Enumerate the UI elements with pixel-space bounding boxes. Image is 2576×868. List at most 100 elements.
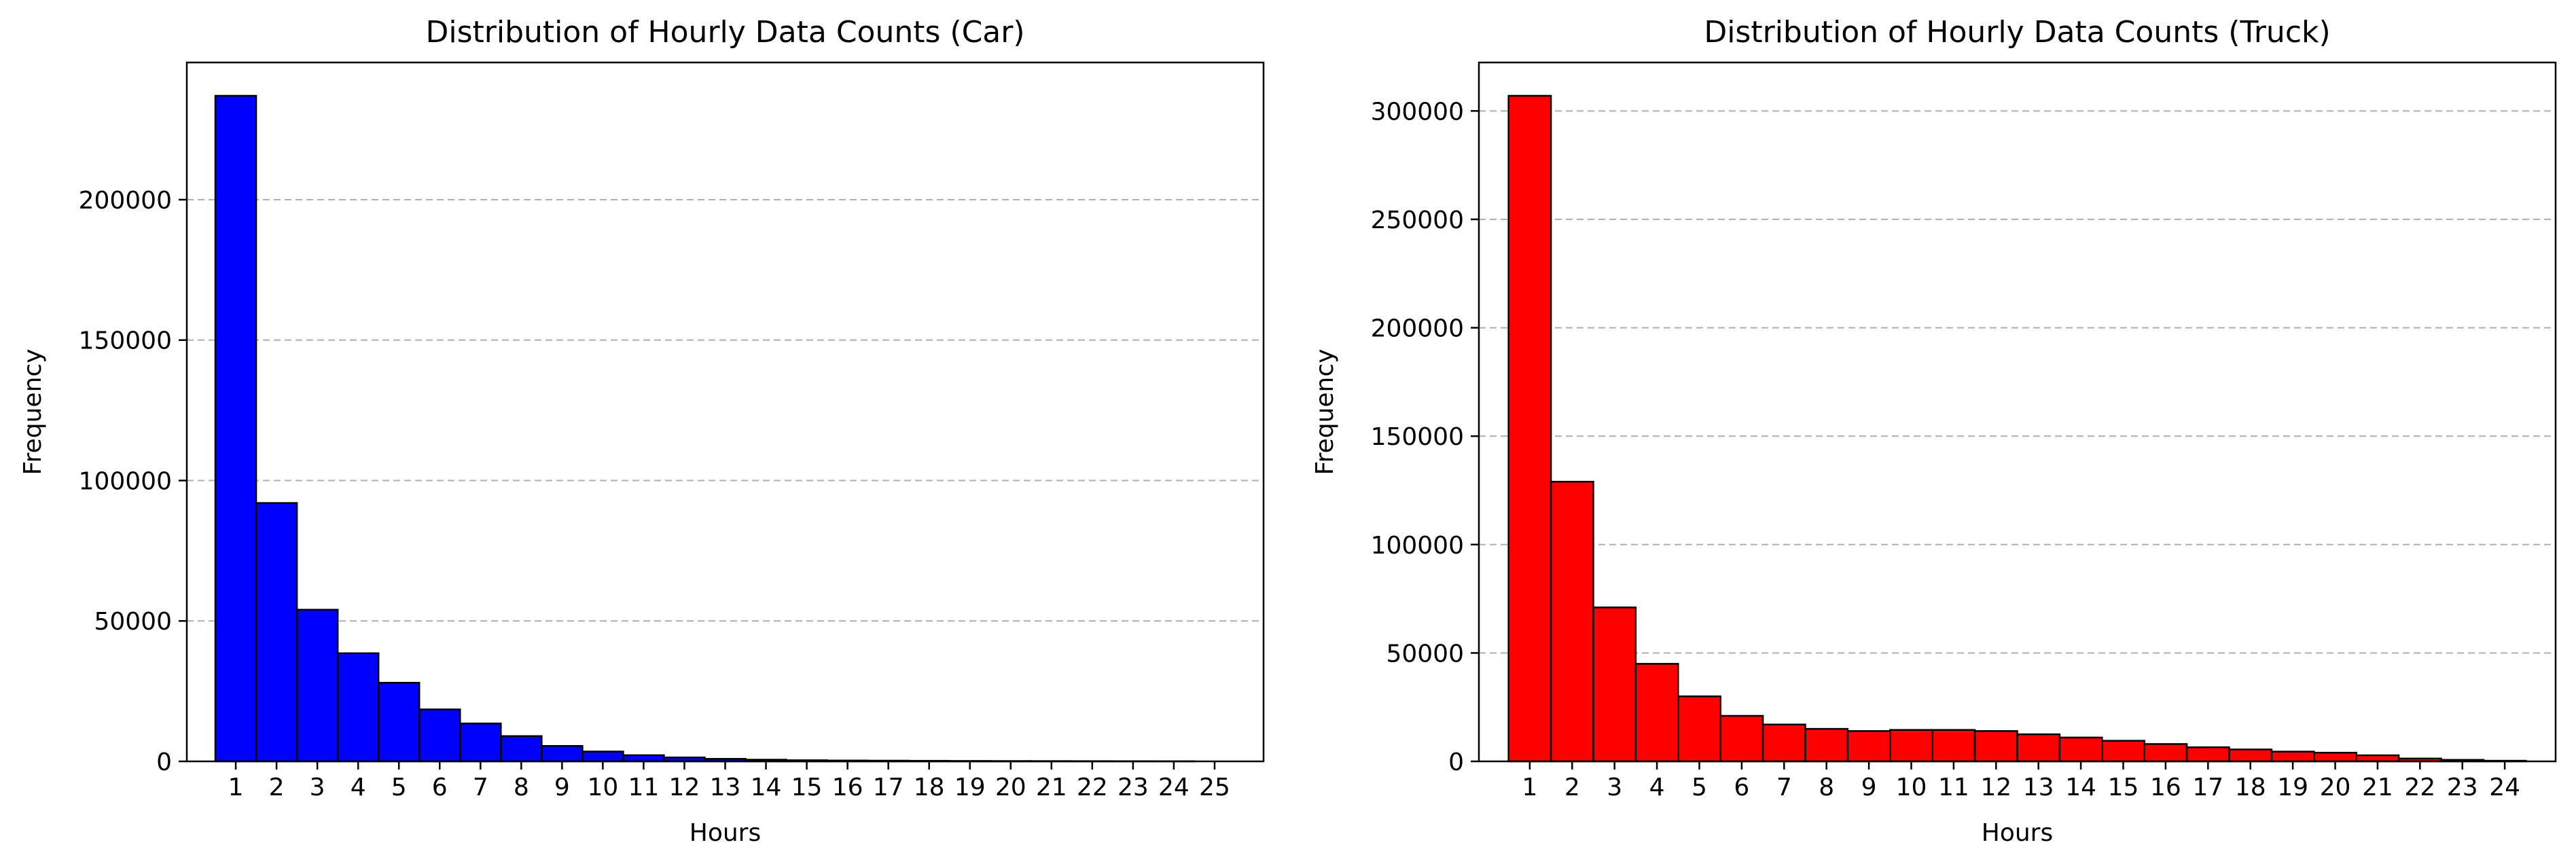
- x-tick-label: 8: [1819, 774, 1834, 801]
- x-tick-label: 22: [2404, 774, 2435, 801]
- x-tick-label: 22: [1077, 774, 1108, 801]
- x-tick-label: 12: [1980, 774, 2011, 801]
- x-tick-label: 5: [1692, 774, 1707, 801]
- x-tick-label: 8: [514, 774, 529, 801]
- bar: [2355, 754, 2400, 763]
- x-tick-label: 14: [751, 774, 782, 801]
- x-tick-label: 17: [2192, 774, 2223, 801]
- bar: [377, 681, 421, 763]
- x-tick-label: 25: [1199, 774, 1230, 801]
- y-tick-label: 250000: [1371, 206, 1464, 234]
- bar: [1507, 94, 1552, 763]
- bar: [2101, 740, 2145, 763]
- bar: [214, 94, 257, 763]
- bar: [541, 745, 584, 763]
- x-tick-label: 15: [791, 774, 823, 801]
- bar: [1677, 695, 1721, 763]
- x-tick-label: 7: [1776, 774, 1792, 801]
- x-axis-label: Hours: [690, 819, 761, 847]
- x-tick-label: 7: [473, 774, 488, 801]
- x-tick-label: 23: [1117, 774, 1149, 801]
- x-tick-label: 21: [2362, 774, 2393, 801]
- bar: [1761, 723, 1806, 763]
- bar: [2313, 751, 2357, 763]
- x-tick-label: 3: [310, 774, 325, 801]
- y-axis-label: Frequency: [1311, 349, 1339, 475]
- x-tick-label: 23: [2447, 774, 2478, 801]
- x-tick-label: 20: [2320, 774, 2351, 801]
- x-axis-label: Hours: [1982, 819, 2053, 847]
- bar: [1804, 727, 1849, 763]
- x-tick-label: 12: [669, 774, 700, 801]
- y-tick-label: 0: [156, 748, 172, 776]
- bar: [336, 652, 380, 763]
- y-tick-label: 150000: [1371, 423, 1464, 451]
- x-tick-label: 18: [914, 774, 945, 801]
- x-tick-label: 16: [2150, 774, 2181, 801]
- chart-title: Distribution of Hourly Data Counts (Truc…: [1704, 15, 2330, 50]
- x-tick-label: 14: [2065, 774, 2096, 801]
- bar: [255, 502, 298, 763]
- x-tick-label: 21: [1036, 774, 1067, 801]
- y-tick-label: 50000: [94, 608, 172, 636]
- y-tick-label: 200000: [79, 187, 172, 215]
- x-tick-label: 19: [954, 774, 986, 801]
- bar: [2228, 748, 2273, 763]
- x-tick-label: 4: [351, 774, 366, 801]
- bar: [418, 708, 461, 763]
- y-tick-label: 0: [1448, 748, 1464, 776]
- bar: [1889, 729, 1933, 763]
- y-tick-label: 100000: [79, 467, 172, 495]
- bar: [1973, 730, 2018, 763]
- bar: [2270, 751, 2315, 763]
- x-tick-label: 10: [1896, 774, 1927, 801]
- y-tick-label: 150000: [79, 327, 172, 355]
- x-tick-label: 2: [1564, 774, 1580, 801]
- bar: [2058, 736, 2103, 763]
- plot-frame: [1478, 61, 2557, 763]
- x-tick-label: 24: [2489, 774, 2520, 801]
- y-tick-label: 50000: [1386, 640, 1464, 668]
- bar: [2016, 733, 2061, 763]
- x-tick-label: 9: [1861, 774, 1877, 801]
- bar: [1634, 663, 1679, 763]
- bar: [2143, 743, 2188, 763]
- bar: [1719, 715, 1764, 763]
- x-tick-label: 17: [873, 774, 904, 801]
- x-tick-label: 9: [554, 774, 570, 801]
- bar: [459, 722, 502, 763]
- x-tick-label: 4: [1649, 774, 1665, 801]
- bar: [1931, 729, 1976, 763]
- x-tick-label: 1: [1522, 774, 1537, 801]
- x-tick-label: 11: [628, 774, 660, 801]
- x-tick-label: 2: [269, 774, 285, 801]
- x-tick-label: 1: [228, 774, 244, 801]
- bar: [622, 754, 665, 763]
- bar: [296, 609, 339, 763]
- x-tick-label: 11: [1938, 774, 1969, 801]
- x-tick-label: 5: [391, 774, 407, 801]
- x-tick-label: 15: [2108, 774, 2139, 801]
- x-tick-label: 10: [587, 774, 618, 801]
- chart-title: Distribution of Hourly Data Counts (Car): [425, 15, 1024, 50]
- y-tick-label: 200000: [1371, 315, 1464, 343]
- x-tick-label: 13: [710, 774, 741, 801]
- x-tick-label: 19: [2277, 774, 2308, 801]
- x-tick-label: 6: [1734, 774, 1749, 801]
- y-axis-label: Frequency: [19, 349, 47, 475]
- bar: [582, 751, 624, 763]
- x-tick-label: 16: [832, 774, 863, 801]
- x-tick-label: 13: [2023, 774, 2054, 801]
- x-tick-label: 20: [995, 774, 1026, 801]
- x-tick-label: 6: [432, 774, 448, 801]
- bar: [500, 735, 543, 763]
- y-tick-label: 300000: [1371, 98, 1464, 126]
- bar: [1592, 607, 1637, 763]
- x-tick-label: 24: [1158, 774, 1189, 801]
- bar: [1550, 480, 1594, 763]
- x-tick-label: 3: [1607, 774, 1622, 801]
- y-tick-label: 100000: [1371, 532, 1464, 560]
